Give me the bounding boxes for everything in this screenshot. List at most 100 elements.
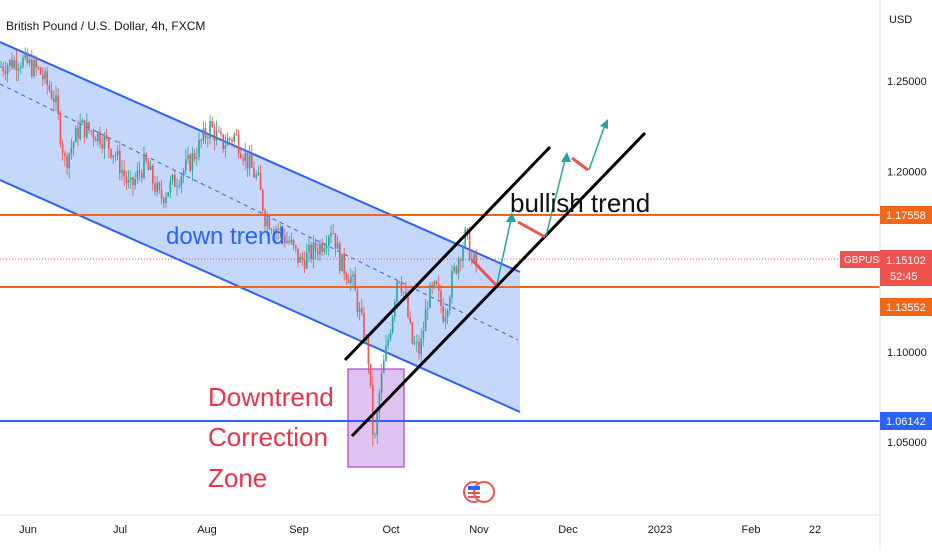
candle-body bbox=[209, 121, 211, 139]
candle-body bbox=[130, 177, 132, 180]
candle-body bbox=[24, 52, 26, 58]
candle-body bbox=[59, 114, 62, 144]
candle-body bbox=[185, 159, 187, 171]
candle-body bbox=[301, 256, 304, 260]
projection-path bbox=[470, 119, 608, 287]
candle-body bbox=[314, 242, 317, 252]
badge-support-label: 1.13552 bbox=[886, 302, 926, 314]
candle-body bbox=[28, 59, 31, 64]
symbol-badge-label: GBPUSD bbox=[844, 255, 886, 266]
candle-body bbox=[145, 153, 147, 162]
candle-body bbox=[319, 243, 321, 255]
projection-down-2 bbox=[517, 220, 546, 239]
candle-body bbox=[339, 242, 341, 272]
time-tick-label: Nov bbox=[469, 524, 489, 536]
candle-body bbox=[435, 281, 438, 285]
candle-body bbox=[455, 266, 458, 273]
candle-body bbox=[462, 246, 464, 261]
candle-body bbox=[88, 122, 90, 131]
candle-body bbox=[295, 245, 297, 249]
candle-body bbox=[286, 240, 288, 243]
candle-body bbox=[332, 232, 334, 234]
candle-body bbox=[253, 167, 255, 178]
candle-body bbox=[226, 137, 229, 146]
candle-body bbox=[440, 290, 442, 307]
candle-body bbox=[50, 90, 53, 99]
candle-body bbox=[99, 131, 101, 144]
candle-body bbox=[218, 130, 220, 132]
candle-body bbox=[402, 292, 405, 293]
projection-up-3 bbox=[588, 121, 607, 171]
candle-body bbox=[39, 67, 42, 75]
candle-body bbox=[350, 276, 352, 284]
candle-body bbox=[422, 331, 425, 339]
candle-body bbox=[180, 176, 183, 186]
time-scale[interactable]: Jun Jul Aug Sep Oct Nov Dec 2023 Feb 22 bbox=[19, 524, 821, 536]
candle-body bbox=[257, 172, 260, 175]
candle-body bbox=[475, 253, 477, 264]
candle-body bbox=[385, 345, 387, 362]
candle-body bbox=[446, 310, 449, 318]
candle-body bbox=[312, 242, 315, 260]
candle-body bbox=[303, 259, 306, 269]
candle-body bbox=[407, 295, 409, 318]
candle-body bbox=[264, 210, 266, 227]
candle-body bbox=[138, 170, 141, 174]
candle-body bbox=[374, 434, 376, 436]
candle-body bbox=[323, 248, 326, 253]
candle-body bbox=[81, 120, 84, 123]
candle-body bbox=[134, 178, 136, 186]
price-scale[interactable]: 1.25000 1.20000 1.10000 1.05000 bbox=[887, 76, 927, 449]
candle-body bbox=[37, 67, 40, 69]
candle-body bbox=[103, 135, 106, 149]
candle-body bbox=[317, 251, 319, 255]
price-tick-label: 1.10000 bbox=[887, 347, 927, 359]
candle-body bbox=[105, 135, 108, 139]
candle-body bbox=[237, 134, 240, 154]
candle-body bbox=[165, 196, 167, 203]
candles bbox=[0, 47, 477, 446]
candle-body bbox=[380, 372, 383, 393]
candle-body bbox=[369, 363, 372, 386]
candle-body bbox=[409, 317, 411, 323]
candle-body bbox=[15, 60, 18, 71]
candle-body bbox=[352, 274, 354, 277]
candle-body bbox=[240, 153, 242, 159]
badge-resistance-label: 1.17558 bbox=[886, 210, 926, 222]
candle-body bbox=[233, 134, 235, 142]
event-icons[interactable] bbox=[463, 481, 495, 503]
projection-down-1 bbox=[470, 258, 498, 287]
annotation-correction-1: Downtrend bbox=[208, 382, 334, 412]
candle-body bbox=[158, 182, 161, 190]
candle-body bbox=[75, 127, 77, 143]
candle-body bbox=[202, 128, 205, 141]
candle-body bbox=[171, 174, 174, 181]
projection-up-1 bbox=[496, 214, 513, 285]
candle-body bbox=[442, 306, 444, 322]
candle-body bbox=[156, 182, 158, 193]
candle-body bbox=[108, 138, 110, 149]
candle-body bbox=[46, 71, 48, 86]
bull-channel-lower bbox=[350, 131, 647, 438]
candle-body bbox=[246, 152, 249, 169]
candle-body bbox=[418, 341, 420, 354]
countdown-label: 52:45 bbox=[890, 271, 918, 283]
down-channel-lower bbox=[0, 179, 521, 413]
candle-body bbox=[191, 153, 194, 171]
candle-body bbox=[279, 228, 282, 231]
candle-body bbox=[345, 273, 348, 280]
candle-body bbox=[4, 71, 7, 74]
arrow-head-2 bbox=[561, 152, 571, 162]
candle-body bbox=[400, 282, 403, 293]
candle-body bbox=[90, 130, 92, 132]
candle-body bbox=[460, 259, 462, 261]
candle-body bbox=[464, 228, 466, 247]
candle-body bbox=[17, 68, 20, 71]
time-tick-label: 22 bbox=[809, 524, 821, 536]
candle-body bbox=[451, 270, 453, 298]
candle-body bbox=[72, 142, 75, 148]
candle-body bbox=[387, 339, 389, 346]
candle-body bbox=[367, 337, 370, 364]
candle-body bbox=[468, 230, 471, 261]
